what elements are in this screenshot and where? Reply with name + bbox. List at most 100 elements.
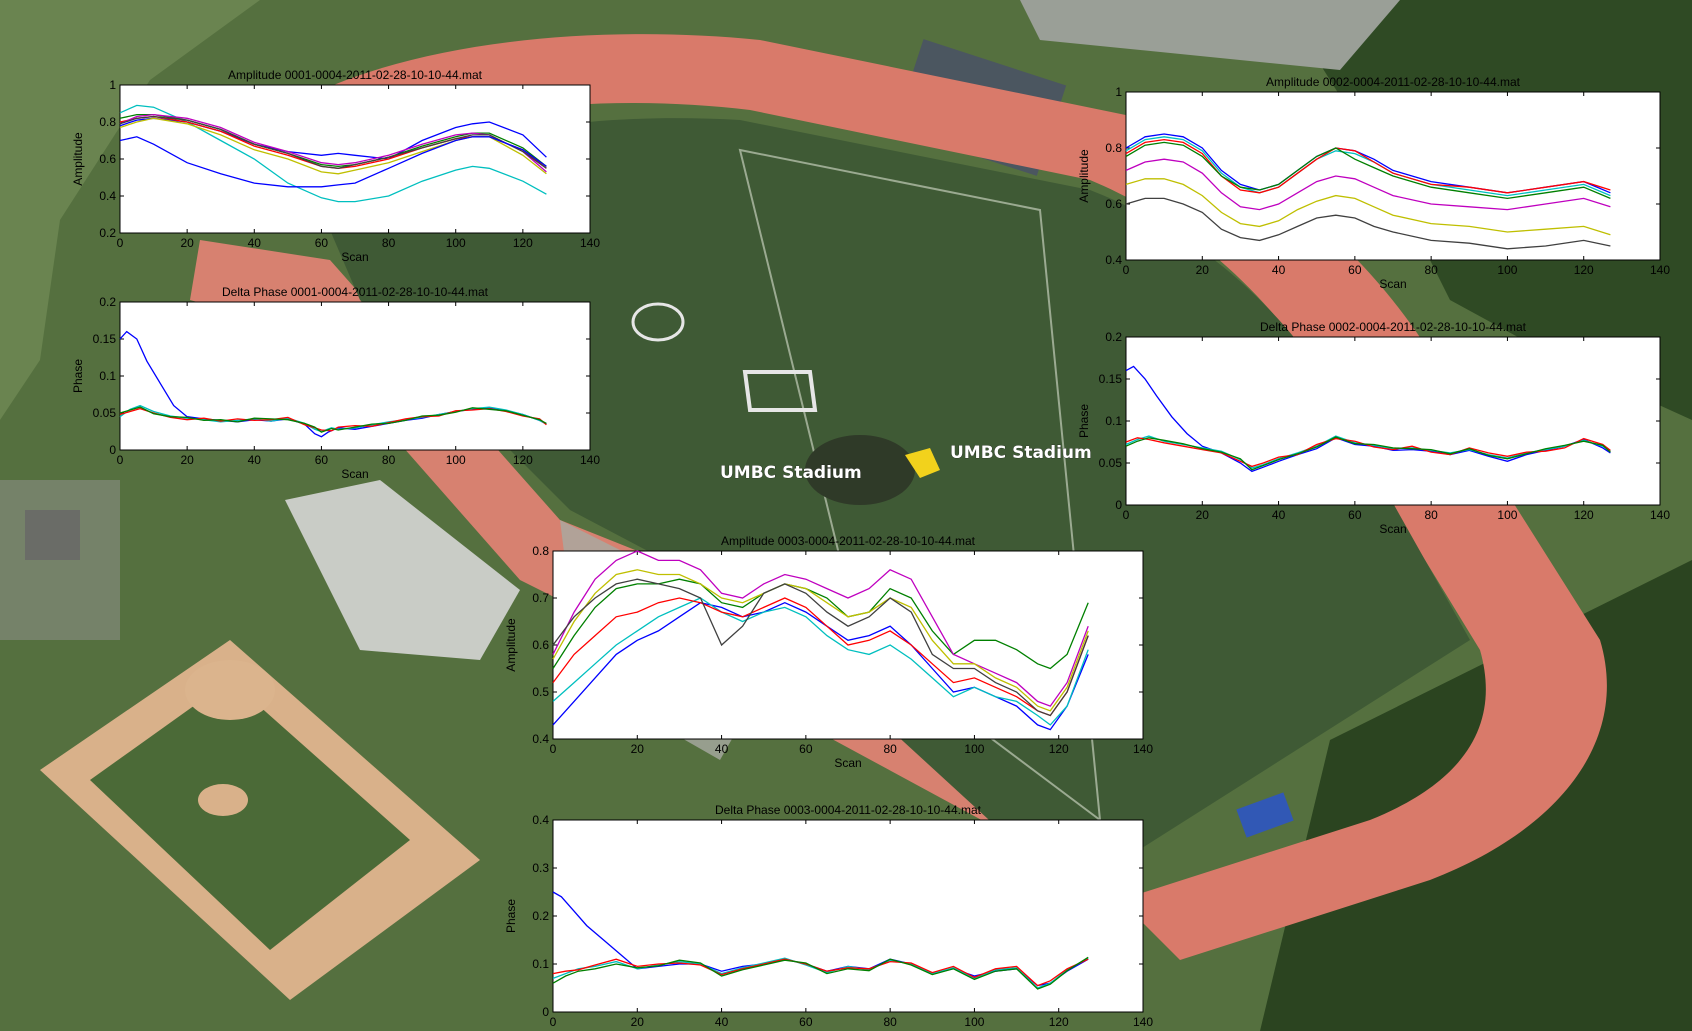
y-axis-label: Amplitude bbox=[504, 618, 518, 672]
x-tick-label: 120 bbox=[1574, 263, 1594, 277]
chart-title: Delta Phase 0001-0004-2011-02-28-10-10-4… bbox=[222, 285, 489, 299]
y-tick-label: 0.4 bbox=[532, 732, 549, 746]
x-tick-label: 80 bbox=[382, 236, 396, 250]
chart-title: Amplitude 0003-0004-2011-02-28-10-10-44.… bbox=[721, 534, 976, 548]
series-line-0 bbox=[1125, 365, 1611, 473]
y-tick-label: 1 bbox=[1115, 85, 1122, 99]
y-tick-label: 0.6 bbox=[1105, 197, 1122, 211]
series-line-6 bbox=[119, 115, 547, 169]
series-line-3 bbox=[1125, 141, 1611, 200]
x-tick-label: 40 bbox=[1272, 508, 1286, 522]
x-tick-label: 80 bbox=[883, 742, 897, 756]
x-tick-label: 80 bbox=[1424, 508, 1438, 522]
y-tick-label: 0 bbox=[109, 443, 116, 457]
y-tick-label: 0.6 bbox=[532, 638, 549, 652]
x-tick-label: 100 bbox=[1497, 263, 1517, 277]
chart-3: 0 20 40 60 80 100 120 140 0 0.05 0.1 0.15 0.2 Delta P… bbox=[1077, 320, 1670, 536]
x-tick-label: 60 bbox=[1348, 508, 1362, 522]
x-tick-label: 60 bbox=[799, 742, 813, 756]
y-tick-label: 0.4 bbox=[532, 813, 549, 827]
chart-title: Amplitude 0001-0004-2011-02-28-10-10-44.… bbox=[228, 68, 483, 82]
x-tick-label: 140 bbox=[1650, 263, 1670, 277]
x-tick-label: 20 bbox=[1196, 263, 1210, 277]
chart-panels: 0 20 40 60 80 100 120 1400.20.40.60.81Amplitude… bbox=[71, 68, 1670, 1029]
plot-area bbox=[552, 819, 1144, 1013]
x-tick-label: 80 bbox=[883, 1015, 897, 1029]
chart-5: 0 20 40 60 80 100 120 140 0 0.1 0.2 0.3 0.4 Delta Pha… bbox=[504, 803, 1153, 1029]
series-line-5 bbox=[552, 569, 1089, 712]
x-tick-label: 0 bbox=[550, 742, 557, 756]
x-tick-label: 140 bbox=[580, 453, 600, 467]
x-tick-label: 100 bbox=[446, 453, 466, 467]
x-tick-label: 100 bbox=[964, 1015, 984, 1029]
x-tick-label: 20 bbox=[180, 453, 194, 467]
plot-area bbox=[1125, 336, 1661, 506]
series-line-6 bbox=[552, 578, 1089, 717]
x-tick-label: 140 bbox=[1133, 742, 1153, 756]
y-tick-label: 0.15 bbox=[1099, 372, 1123, 386]
x-tick-label: 0 bbox=[550, 1015, 557, 1029]
x-tick-label: 140 bbox=[1650, 508, 1670, 522]
series-line-0 bbox=[119, 330, 547, 438]
series-line-1 bbox=[552, 597, 1089, 726]
plot-area bbox=[119, 84, 591, 234]
y-axis-label: Phase bbox=[71, 359, 85, 393]
y-axis-label: Amplitude bbox=[71, 132, 85, 186]
x-tick-label: 40 bbox=[248, 453, 262, 467]
x-tick-label: 0 bbox=[1123, 263, 1130, 277]
x-tick-label: 120 bbox=[1049, 742, 1069, 756]
series-line-5 bbox=[1125, 178, 1611, 236]
x-axis-label: Scan bbox=[1379, 277, 1406, 291]
series-line-6 bbox=[1125, 197, 1611, 250]
x-tick-label: 60 bbox=[1348, 263, 1362, 277]
x-tick-label: 100 bbox=[964, 742, 984, 756]
series-line-7 bbox=[119, 136, 547, 188]
chart-title: Delta Phase 0003-0004-2011-02-28-10-10-4… bbox=[715, 803, 982, 817]
y-tick-label: 0.1 bbox=[99, 369, 116, 383]
x-tick-label: 40 bbox=[715, 1015, 729, 1029]
x-tick-label: 120 bbox=[513, 236, 533, 250]
x-tick-label: 40 bbox=[1272, 263, 1286, 277]
chart-0: 0 20 40 60 80 100 120 140 0.2 0.4 0.6 0.8 1 Amplitude… bbox=[71, 68, 600, 264]
y-tick-label: 0 bbox=[542, 1005, 549, 1019]
location-pin-icon bbox=[905, 448, 940, 478]
y-tick-label: 0.05 bbox=[93, 406, 117, 420]
series-line-3 bbox=[1125, 436, 1611, 471]
series-line-3 bbox=[552, 956, 1089, 990]
series-line-2 bbox=[552, 597, 1089, 717]
y-tick-label: 0.4 bbox=[99, 189, 116, 203]
x-tick-label: 120 bbox=[513, 453, 533, 467]
x-tick-label: 20 bbox=[631, 1015, 645, 1029]
x-tick-label: 60 bbox=[799, 1015, 813, 1029]
x-tick-label: 140 bbox=[1133, 1015, 1153, 1029]
y-tick-label: 0.3 bbox=[532, 861, 549, 875]
map-label-umbc-stadium-right: UMBC Stadium bbox=[950, 443, 1092, 463]
x-tick-label: 40 bbox=[715, 742, 729, 756]
y-tick-label: 0.4 bbox=[1105, 253, 1122, 267]
chart-2: 0 20 40 60 80 100 120 140 0.4 0.6 0.8 1 Amplitude 00… bbox=[1077, 75, 1670, 291]
y-tick-label: 0.05 bbox=[1099, 456, 1123, 470]
x-tick-label: 120 bbox=[1049, 1015, 1069, 1029]
chart-4: 0 20 40 60 80 100 120 140 0.4 0.5 0.6 0.7 0.8 Amplitu… bbox=[504, 534, 1153, 770]
x-tick-label: 0 bbox=[1123, 508, 1130, 522]
map-label-umbc-stadium-left: UMBC Stadium bbox=[720, 463, 862, 483]
series-line-3 bbox=[552, 578, 1089, 670]
series-line-4 bbox=[1125, 158, 1611, 211]
y-tick-label: 0.5 bbox=[532, 685, 549, 699]
y-tick-label: 0.8 bbox=[532, 544, 549, 558]
x-axis-label: Scan bbox=[834, 756, 861, 770]
y-tick-label: 0.6 bbox=[99, 152, 116, 166]
x-tick-label: 80 bbox=[382, 453, 396, 467]
x-tick-label: 40 bbox=[248, 236, 262, 250]
x-tick-label: 60 bbox=[315, 236, 329, 250]
x-tick-label: 20 bbox=[180, 236, 194, 250]
x-tick-label: 140 bbox=[580, 236, 600, 250]
y-axis-label: Phase bbox=[1077, 404, 1091, 438]
x-tick-label: 80 bbox=[1424, 263, 1438, 277]
chart-title: Amplitude 0002-0004-2011-02-28-10-10-44.… bbox=[1266, 75, 1521, 89]
series-line-4 bbox=[552, 550, 1089, 707]
y-tick-label: 0.8 bbox=[99, 115, 116, 129]
y-tick-label: 0.8 bbox=[1105, 141, 1122, 155]
x-axis-label: Scan bbox=[341, 467, 368, 481]
